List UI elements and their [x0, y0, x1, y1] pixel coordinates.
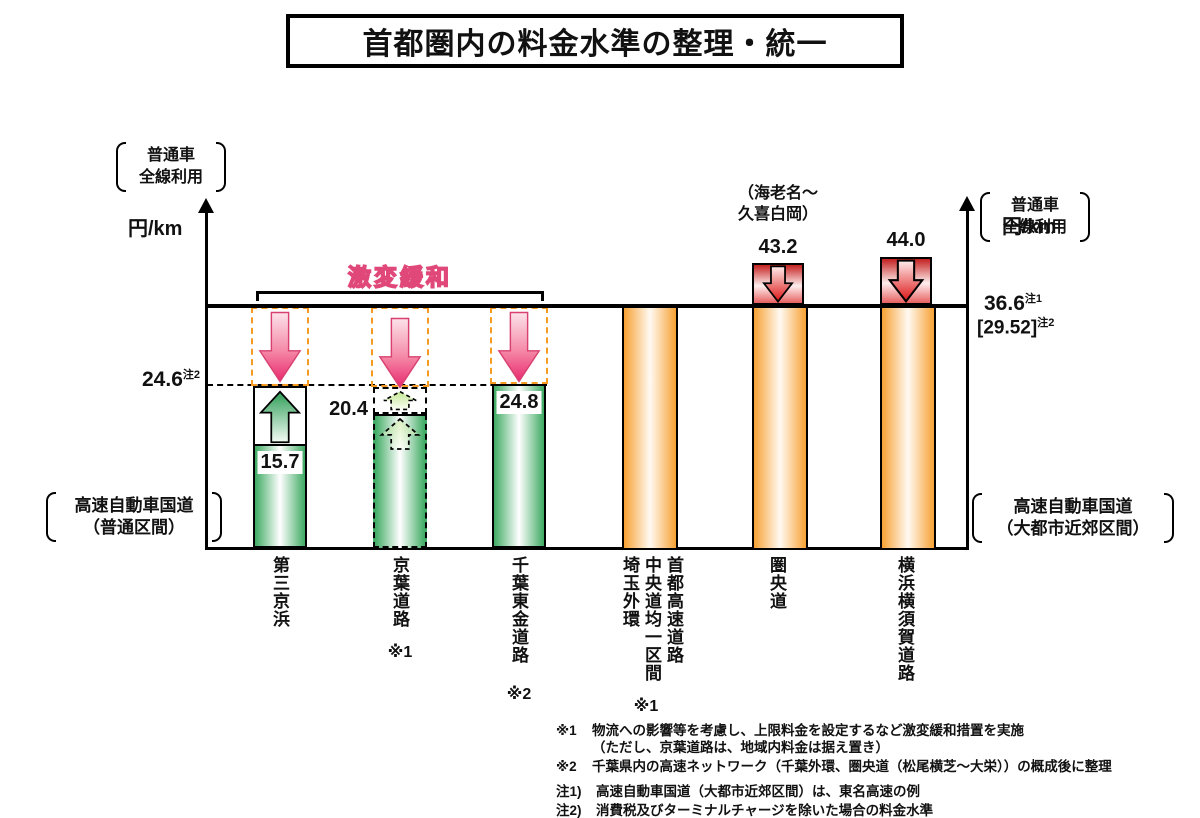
- y-axis-arrow-left: [198, 198, 214, 213]
- bar-yokohama-yokosuka: [880, 308, 936, 550]
- footnote-text: 消費税及びターミナルチャージを除いた場合の料金水準: [596, 803, 934, 818]
- bar-chiba-togane: 24.8: [492, 384, 546, 548]
- footnote-text: 高速自動車国道（大都市近郊区間）は、東名高速の例: [596, 784, 920, 799]
- up-arrow-icon: [258, 390, 302, 444]
- footnote-label: ※1: [556, 723, 577, 738]
- red-cap-kenodo: [752, 263, 804, 305]
- left-ref-number: 24.6: [142, 368, 183, 391]
- red-down-arrow-icon: [887, 259, 925, 303]
- guide-rect-3: [490, 307, 548, 384]
- label-keiyo-doro: 京葉道路: [390, 556, 409, 628]
- label-kenodo: 圏央道: [767, 556, 786, 610]
- red-cap-yokoyoko: [880, 257, 932, 305]
- pink-down-arrow-icon: [497, 311, 541, 383]
- unit-label-right: 円/km: [1002, 216, 1057, 238]
- note-shutoko-group: ※1: [633, 698, 659, 715]
- vehicle-note-left: 普通車 全線利用: [116, 142, 226, 192]
- bar1-white-segment: [253, 386, 307, 446]
- note-chiba-togane: ※2: [506, 686, 532, 703]
- right-reference-bracket: 高速自動車国道 （大都市近郊区間）: [972, 493, 1174, 543]
- footnote-label: ※2: [556, 759, 577, 774]
- left-ref-sup: 注2: [182, 369, 200, 381]
- footnote-label: 注1): [556, 784, 582, 799]
- footnote-text: 物流への影響等を考慮し、上限料金を設定するなど激変緩和措置を実施 （ただし、京葉…: [592, 723, 1024, 755]
- pink-down-arrow-icon: [258, 311, 302, 383]
- dashed-up-arrow-icon: [383, 390, 417, 411]
- title-box: 首都圏内の料金水準の整理・統一: [286, 14, 904, 68]
- dashed-up-arrow-icon: [379, 417, 421, 450]
- footnote-label: 注2): [556, 803, 582, 818]
- bar6-value-label: 44.0: [886, 229, 926, 251]
- footnote-row: 注1) 高速自動車国道（大都市近郊区間）は、東名高速の例: [556, 783, 1176, 800]
- bar3-value-label: 24.8: [496, 391, 542, 414]
- red-down-arrow-icon: [762, 265, 794, 303]
- vehicle-note-right: 普通車 全線利用: [980, 192, 1090, 242]
- bar-keiyo-doro: [373, 414, 427, 548]
- kenodo-segment-note: （海老名～ 久喜白岡）: [737, 185, 818, 223]
- page-title: 首都圏内の料金水準の整理・統一: [362, 28, 828, 61]
- bar-kenodo: [752, 308, 808, 550]
- bar5-value-label: 43.2: [758, 236, 798, 258]
- bar-shutoko-group: [622, 308, 678, 550]
- right-ref-sup: 注1: [1024, 293, 1042, 305]
- footnote-row: ※1 物流への影響等を考慮し、上限料金を設定するなど激変緩和措置を実施 （ただし…: [556, 722, 1176, 756]
- left-reference-value: 24.6注2: [95, 366, 200, 392]
- guide-rect-1: [251, 307, 309, 386]
- bar1-value-label: 15.7: [257, 451, 303, 474]
- footnote-text: 千葉県内の高速ネットワーク（千葉外環、圏央道（松尾横芝～大栄））の概成後に整理: [592, 759, 1112, 774]
- mitigation-label: 激変緩和: [347, 263, 452, 291]
- pink-down-arrow-icon: [378, 317, 422, 389]
- footnote-row: 注2) 消費税及びターミナルチャージを除いた場合の料金水準: [556, 802, 1176, 818]
- left-reference-bracket: 高速自動車国道 （普通区間）: [46, 492, 222, 542]
- unit-label-left: 円/km: [128, 218, 183, 240]
- right-reference-value: 36.6注1: [984, 290, 1042, 316]
- right-ref-number: 36.6: [984, 292, 1025, 315]
- mitigation-bracket: [256, 291, 544, 301]
- y-axis-left: [205, 210, 208, 548]
- note-keiyo: ※1: [387, 644, 413, 661]
- label-chiba-togane: 千葉東金道路: [509, 556, 528, 664]
- right-reference-alt-value: [29.52]注2: [977, 314, 1054, 339]
- right-ref-alt-number: [29.52]: [977, 317, 1038, 339]
- label-yokohama-yokosuka: 横浜横須賀道路: [895, 556, 914, 682]
- bar-daisan-keihin: 15.7: [253, 446, 307, 548]
- y-axis-right: [966, 208, 969, 548]
- footnotes: ※1 物流への影響等を考慮し、上限料金を設定するなど激変緩和措置を実施 （ただし…: [556, 722, 1176, 818]
- footnote-row: ※2 千葉県内の高速ネットワーク（千葉外環、圏央道（松尾横芝～大栄））の概成後に…: [556, 758, 1176, 775]
- right-ref-alt-sup: 注2: [1037, 317, 1055, 329]
- y-axis-arrow-right: [959, 196, 975, 211]
- label-shutoko-group: 首都高速道路 中央道均一区間 埼玉外環: [620, 556, 683, 682]
- bar2-value-label: 20.4: [329, 398, 368, 420]
- reference-line-36-6: [205, 304, 969, 308]
- label-daisan-keihin: 第三京浜: [270, 556, 289, 628]
- x-axis-baseline: [205, 547, 969, 550]
